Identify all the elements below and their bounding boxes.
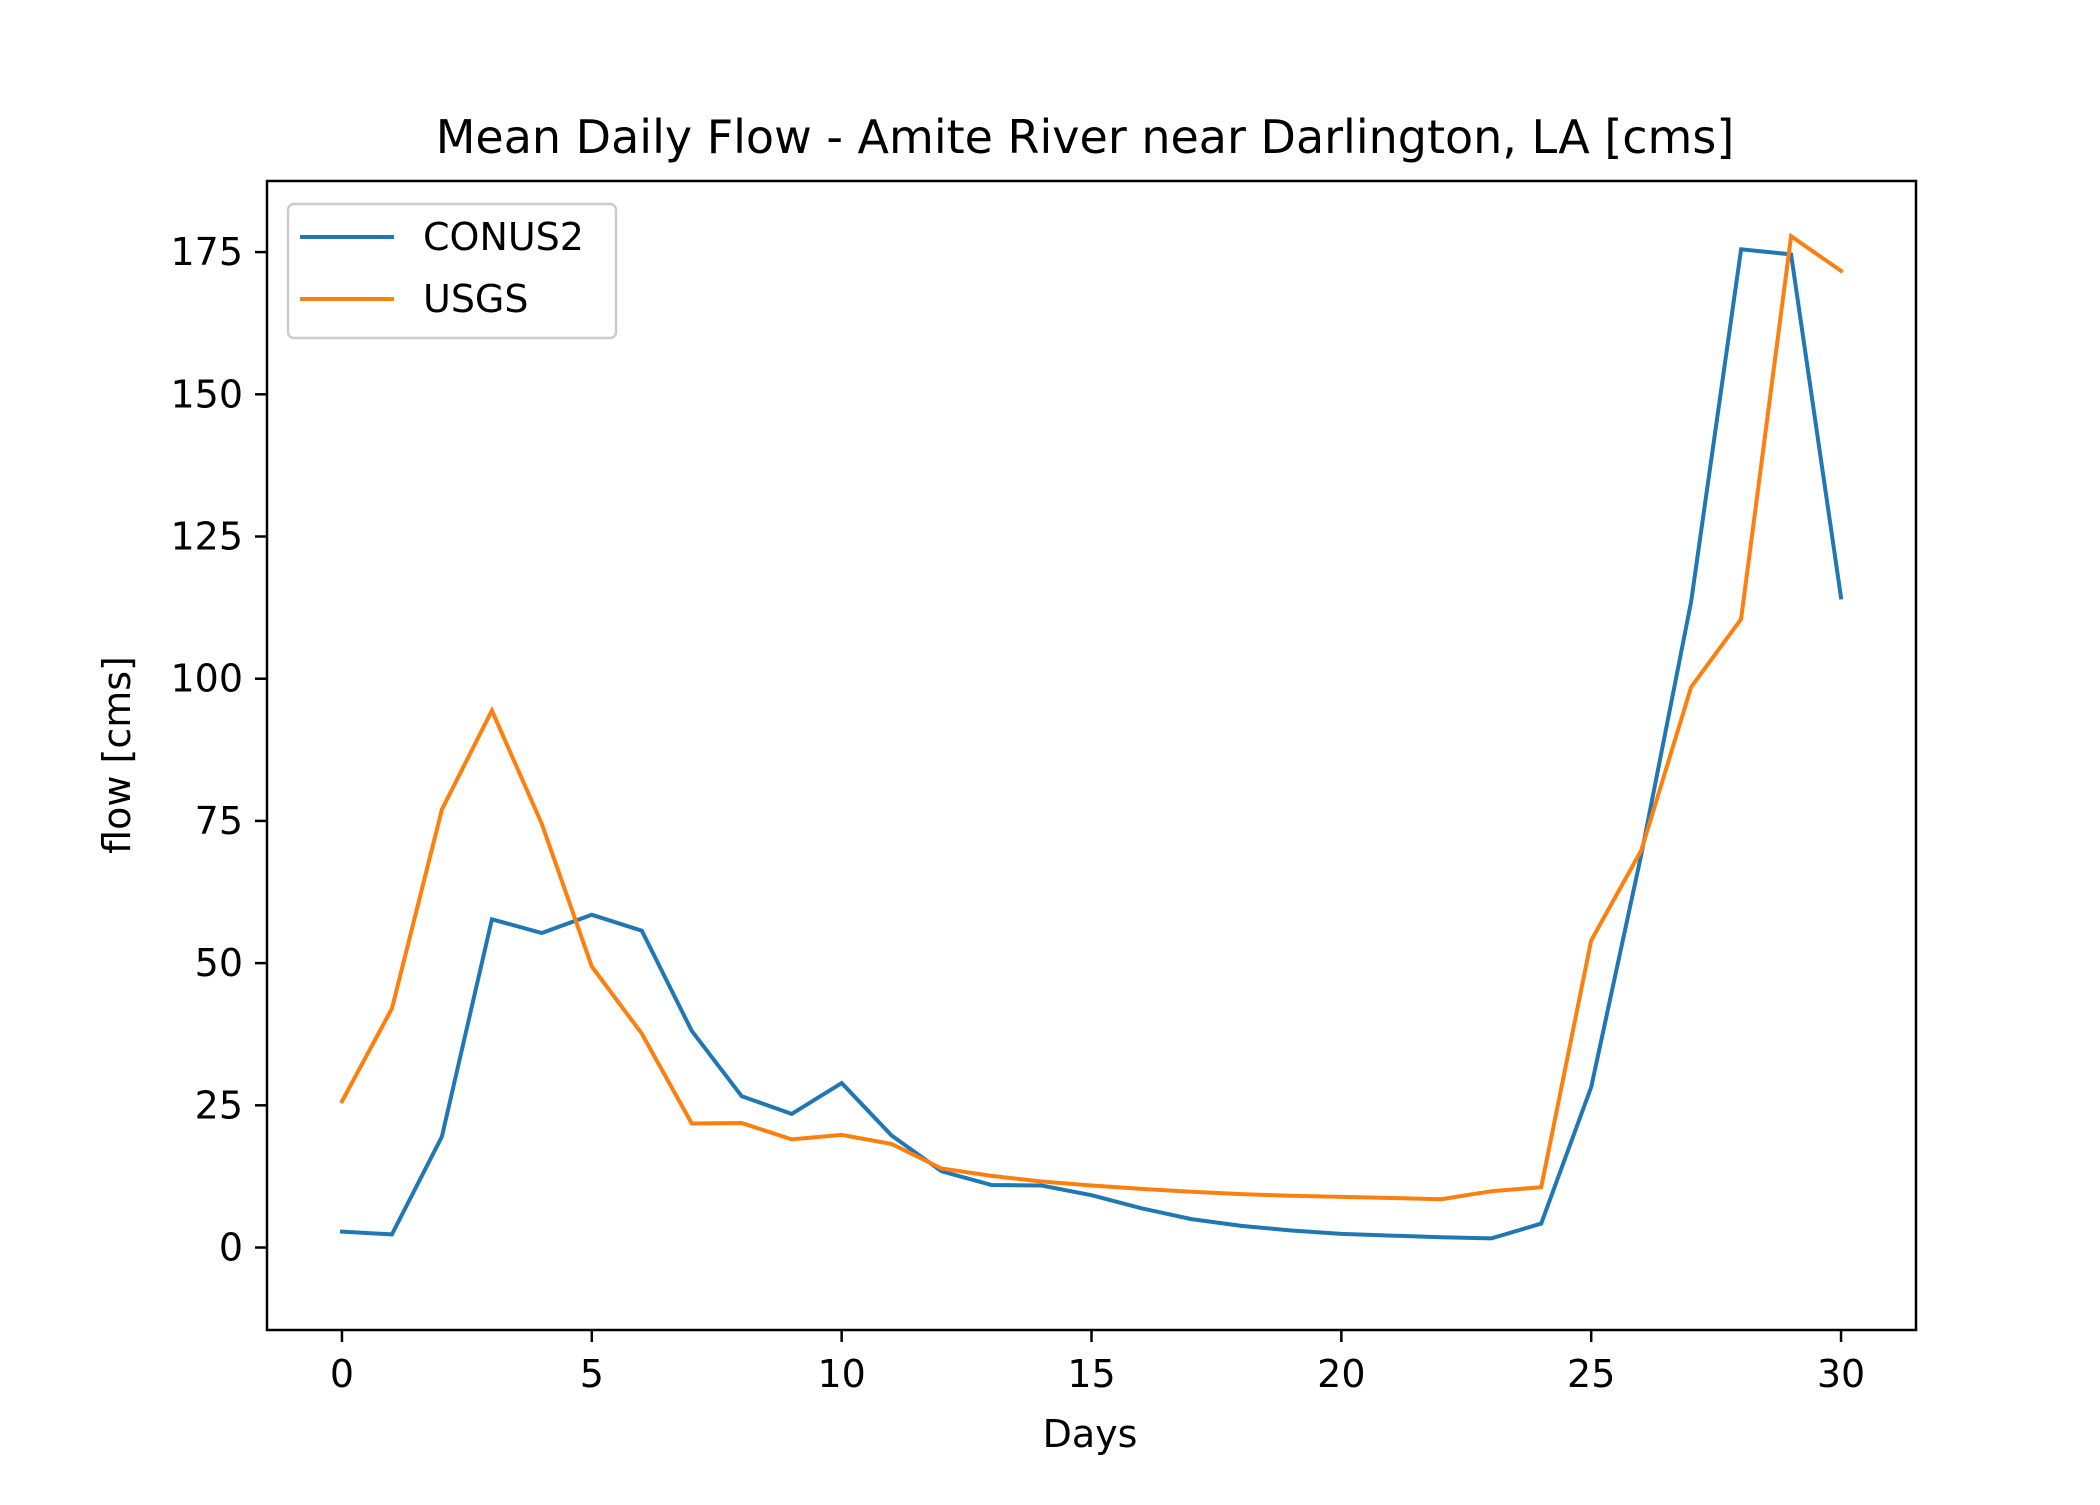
x-tick-label: 20 [1317, 1352, 1365, 1396]
x-tick-label: 25 [1567, 1352, 1615, 1396]
legend-label-usgs: USGS [423, 277, 529, 321]
y-tick-label: 125 [170, 515, 243, 559]
x-tick-label: 15 [1067, 1352, 1115, 1396]
y-tick-label: 0 [219, 1226, 243, 1270]
y-tick-label: 25 [195, 1083, 243, 1127]
y-tick-label: 50 [195, 941, 243, 985]
chart-title: Mean Daily Flow - Amite River near Darli… [436, 110, 1735, 164]
y-tick-label: 100 [170, 657, 243, 701]
x-tick-label: 5 [580, 1352, 604, 1396]
x-axis-title: Days [1043, 1412, 1138, 1456]
y-tick-label: 150 [170, 372, 243, 416]
y-tick-label: 75 [195, 799, 243, 843]
x-tick-label: 10 [817, 1352, 865, 1396]
x-tick-label: 0 [330, 1352, 354, 1396]
y-tick-label: 175 [170, 230, 243, 274]
x-tick-label: 30 [1817, 1352, 1865, 1396]
legend-label-conus2: CONUS2 [423, 215, 584, 259]
y-axis-title: flow [cms] [95, 656, 139, 854]
legend: CONUS2 USGS [288, 204, 616, 338]
